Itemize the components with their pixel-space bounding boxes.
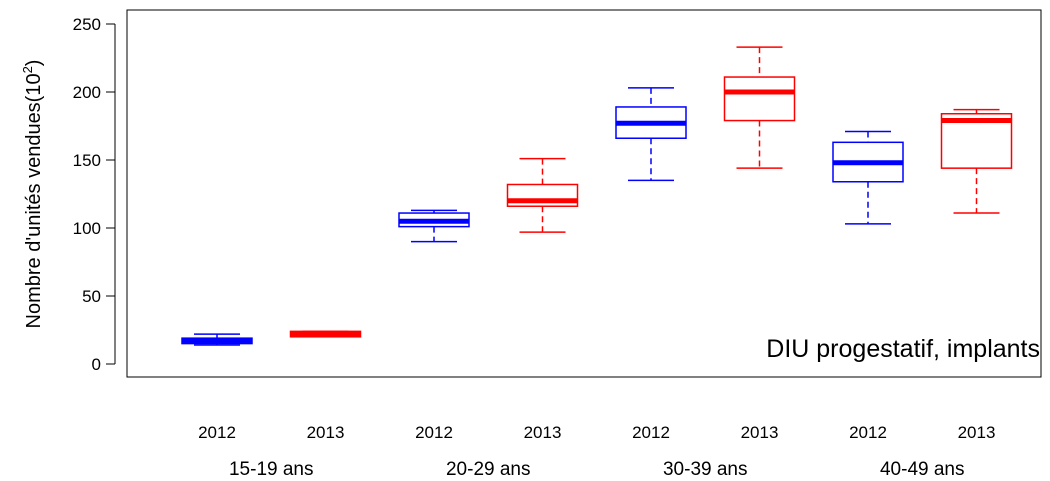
plot-frame bbox=[126, 9, 1042, 378]
box-40-49 ans-2012 bbox=[832, 130, 904, 225]
y-axis: 0 50 100 150 200 250 bbox=[73, 15, 116, 374]
box-20-29 ans-2013 bbox=[506, 157, 579, 233]
y-tick-label: 0 bbox=[92, 355, 101, 374]
y-tick-label: 250 bbox=[73, 15, 101, 34]
y-axis-label-text: Nombre d'unités vendues(10 bbox=[23, 73, 45, 328]
box-30-39 ans-2012 bbox=[615, 87, 687, 182]
x-group-label: 15-19 ans bbox=[229, 459, 314, 480]
y-tick-label: 200 bbox=[73, 83, 101, 102]
chart-annotation: DIU progestatif, implants bbox=[766, 335, 1040, 363]
x-group-label: 40-49 ans bbox=[880, 459, 965, 480]
x-tick-label-year: 2013 bbox=[524, 423, 562, 442]
y-tick-label: 150 bbox=[73, 151, 101, 170]
box-15-19 ans-2012 bbox=[181, 333, 253, 346]
y-tick-label: 100 bbox=[73, 219, 101, 238]
y-axis-label: Nombre d'unités vendues(102) bbox=[20, 60, 45, 329]
boxes-layer bbox=[181, 46, 1013, 346]
box-40-49 ans-2013 bbox=[940, 108, 1013, 214]
x-tick-label-year: 2012 bbox=[415, 423, 453, 442]
box-30-39 ans-2013 bbox=[723, 46, 796, 169]
iqr-box bbox=[723, 76, 796, 122]
y-axis-label-close: ) bbox=[23, 60, 45, 67]
x-tick-label-year: 2013 bbox=[958, 423, 996, 442]
x-axis-labels: 2012 2013 2012 2013 2012 2013 2012 2013 15-19 an… bbox=[198, 423, 995, 480]
x-tick-label-year: 2012 bbox=[849, 423, 887, 442]
x-tick-label-year: 2013 bbox=[741, 423, 779, 442]
x-tick-label-year: 2012 bbox=[632, 423, 670, 442]
box-20-29 ans-2012 bbox=[398, 209, 470, 243]
x-group-label: 30-39 ans bbox=[663, 459, 748, 480]
x-tick-label-year: 2013 bbox=[307, 423, 345, 442]
box-15-19 ans-2013 bbox=[289, 330, 362, 338]
x-group-label: 20-29 ans bbox=[446, 459, 531, 480]
x-tick-label-year: 2012 bbox=[198, 423, 236, 442]
y-axis-label-superscript: 2 bbox=[20, 66, 35, 73]
y-tick-label: 50 bbox=[82, 287, 101, 306]
